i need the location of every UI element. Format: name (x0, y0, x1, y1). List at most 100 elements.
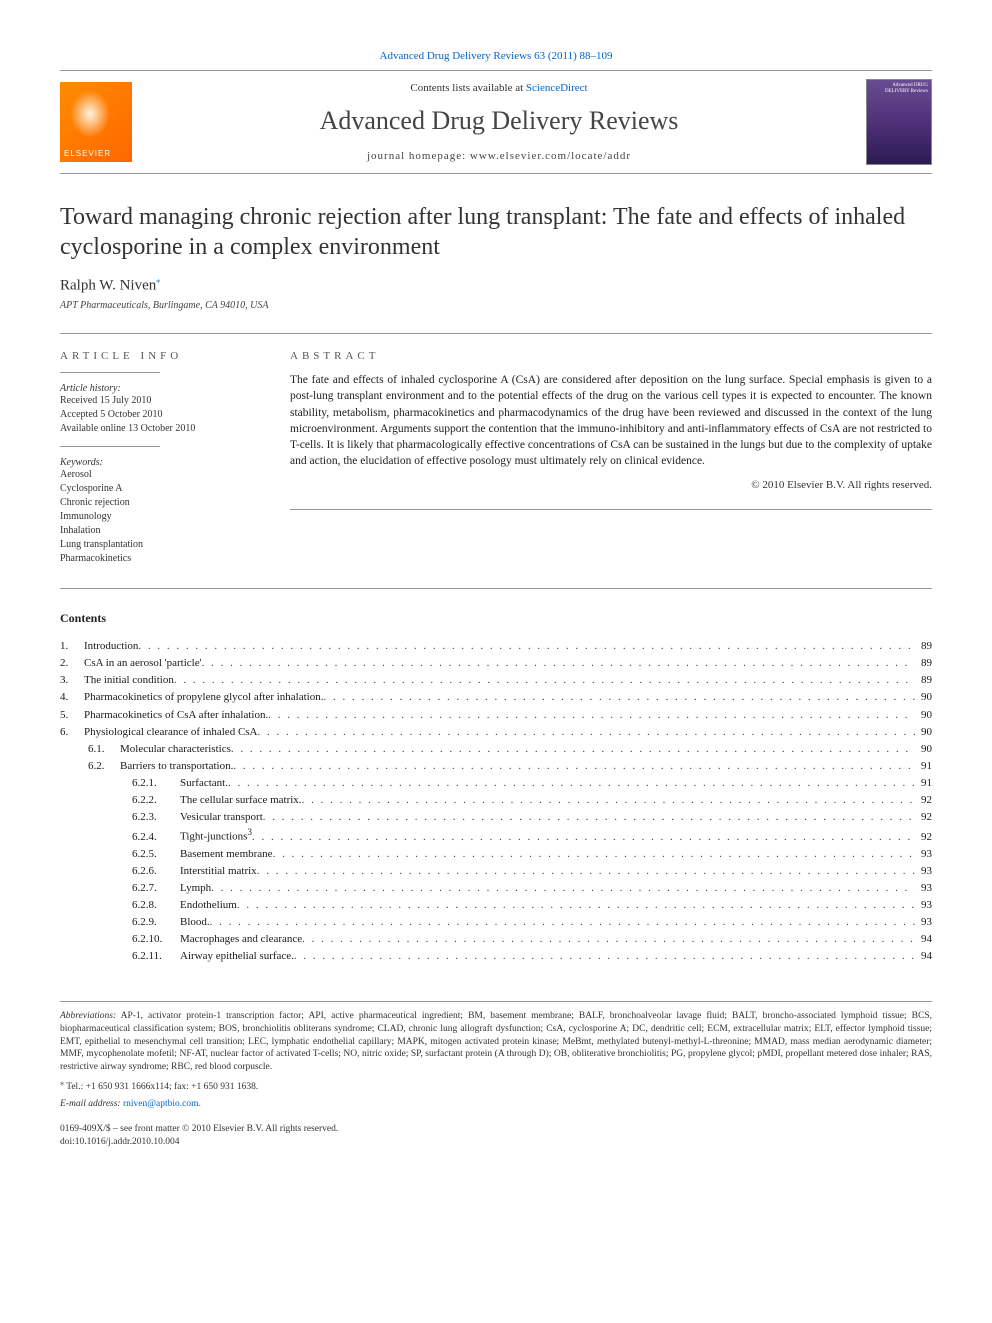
toc-row[interactable]: 6.2.9.Blood.93 (60, 914, 932, 931)
toc-dots (202, 655, 915, 672)
toc-number: 6.2.5. (132, 846, 180, 863)
toc-dots (237, 897, 915, 914)
top-citation: Advanced Drug Delivery Reviews 63 (2011)… (60, 50, 932, 62)
toc-row[interactable]: 6.2.3.Vesicular transport92 (60, 809, 932, 826)
toc-label: Airway epithelial surface. (180, 948, 294, 965)
toc-number: 4. (60, 689, 84, 706)
toc-dots (263, 809, 915, 826)
toc-number: 5. (60, 707, 84, 724)
sciencedirect-link[interactable]: ScienceDirect (526, 82, 588, 94)
toc-row[interactable]: 5.Pharmacokinetics of CsA after inhalati… (60, 707, 932, 724)
toc-dots (233, 758, 915, 775)
toc-number: 1. (60, 638, 84, 655)
toc-row[interactable]: 6.2.Barriers to transportation.91 (60, 758, 932, 775)
toc-dots (257, 863, 915, 880)
contents-header: Contents (60, 588, 932, 626)
toc-dots (252, 829, 915, 846)
toc-page: 89 (915, 655, 932, 672)
toc-number: 6.2.4. (132, 829, 180, 846)
article-info-header: article info (60, 350, 266, 362)
contents-available: Contents lists available at ScienceDirec… (132, 82, 866, 94)
toc-dots (302, 792, 915, 809)
keyword-item: Inhalation (60, 524, 266, 538)
meta-row: article info Article history: Received 1… (60, 333, 932, 566)
keyword-item: Lung transplantation (60, 538, 266, 552)
toc-number: 6.1. (88, 741, 120, 758)
toc-dots (294, 948, 915, 965)
author-corr-mark[interactable]: ⁎ (156, 276, 160, 293)
toc-row[interactable]: 2.CsA in an aerosol 'particle'89 (60, 655, 932, 672)
toc-label: The initial condition (84, 672, 174, 689)
article-title: Toward managing chronic rejection after … (60, 202, 932, 262)
toc-number: 6.2.10. (132, 931, 180, 948)
cover-thumb-title: Advanced DRUG DELIVERY Reviews (870, 83, 928, 94)
keywords-label: Keywords: (60, 457, 266, 468)
history-item: Accepted 5 October 2010 (60, 408, 266, 422)
toc-row[interactable]: 6.2.10.Macrophages and clearance94 (60, 931, 932, 948)
toc-row[interactable]: 3.The initial condition89 (60, 672, 932, 689)
toc-dots (138, 638, 915, 655)
abstract-header: abstract (290, 350, 932, 362)
toc-label: Molecular characteristics (120, 741, 231, 758)
toc-number: 6.2.6. (132, 863, 180, 880)
author-line: Ralph W. Niven⁎ (60, 276, 932, 294)
keyword-item: Cyclosporine A (60, 482, 266, 496)
toc-dots (231, 741, 915, 758)
author-name: Ralph W. Niven (60, 277, 156, 293)
affiliation: APT Pharmaceuticals, Burlingame, CA 9401… (60, 300, 932, 311)
history-label: Article history: (60, 383, 266, 394)
toc-label: The cellular surface matrix. (180, 792, 302, 809)
history-item: Available online 13 October 2010 (60, 422, 266, 436)
toc-number: 6.2.3. (132, 809, 180, 826)
toc-label: Endothelium (180, 897, 237, 914)
toc-label: Vesicular transport (180, 809, 263, 826)
email-link[interactable]: rniven@aptbio.com. (121, 1099, 201, 1109)
toc-row[interactable]: 1.Introduction 89 (60, 638, 932, 655)
toc-row[interactable]: 6.2.11.Airway epithelial surface.94 (60, 948, 932, 965)
toc-number: 6.2.7. (132, 880, 180, 897)
toc-label: Surfactant. (180, 775, 228, 792)
toc-number: 6.2.2. (132, 792, 180, 809)
info-rule (60, 446, 160, 447)
toc-page: 94 (915, 948, 932, 965)
toc-page: 93 (915, 846, 932, 863)
table-of-contents: 1.Introduction 892.CsA in an aerosol 'par… (60, 638, 932, 965)
footer-meta: 0169-409X/$ – see front matter © 2010 El… (60, 1123, 932, 1149)
keyword-item: Pharmacokinetics (60, 552, 266, 566)
journal-header: ELSEVIER Contents lists available at Sci… (60, 70, 932, 174)
toc-page: 93 (915, 914, 932, 931)
page-root: Advanced Drug Delivery Reviews 63 (2011)… (0, 0, 992, 1198)
top-citation-link[interactable]: Advanced Drug Delivery Reviews 63 (2011)… (380, 50, 613, 62)
toc-row[interactable]: 4.Pharmacokinetics of propylene glycol a… (60, 689, 932, 706)
front-matter-line: 0169-409X/$ – see front matter © 2010 El… (60, 1123, 932, 1136)
toc-row[interactable]: 6.2.6.Interstitial matrix93 (60, 863, 932, 880)
toc-label: Blood. (180, 914, 210, 931)
toc-row[interactable]: 6.2.2.The cellular surface matrix.92 (60, 792, 932, 809)
toc-dots (210, 914, 915, 931)
toc-row[interactable]: 6.2.4.Tight-junctions392 (60, 826, 932, 846)
toc-number: 3. (60, 672, 84, 689)
toc-row[interactable]: 6.Physiological clearance of inhaled CsA… (60, 724, 932, 741)
toc-row[interactable]: 6.2.1.Surfactant. 91 (60, 775, 932, 792)
toc-row[interactable]: 6.1.Molecular characteristics90 (60, 741, 932, 758)
toc-page: 91 (915, 775, 932, 792)
toc-page: 93 (915, 863, 932, 880)
toc-number: 6.2.1. (132, 775, 180, 792)
doi-line: doi:10.1016/j.addr.2010.10.004 (60, 1136, 932, 1149)
toc-row[interactable]: 6.2.8.Endothelium93 (60, 897, 932, 914)
footnotes: Abbreviations: AP-1, activator protein-1… (60, 1001, 932, 1111)
toc-label: Pharmacokinetics of propylene glycol aft… (84, 689, 323, 706)
toc-label: Introduction (84, 638, 138, 655)
keyword-item: Immunology (60, 510, 266, 524)
article-info-column: article info Article history: Received 1… (60, 350, 290, 566)
toc-label: Tight-junctions3 (180, 826, 252, 846)
toc-page: 89 (915, 638, 932, 655)
abstract-rule (290, 509, 932, 510)
toc-row[interactable]: 6.2.7.Lymph93 (60, 880, 932, 897)
toc-row[interactable]: 6.2.5.Basement membrane93 (60, 846, 932, 863)
toc-number: 6.2.8. (132, 897, 180, 914)
toc-dots (228, 775, 915, 792)
toc-dots (268, 707, 915, 724)
info-rule (60, 372, 160, 373)
contents-available-text: Contents lists available at (410, 82, 525, 94)
